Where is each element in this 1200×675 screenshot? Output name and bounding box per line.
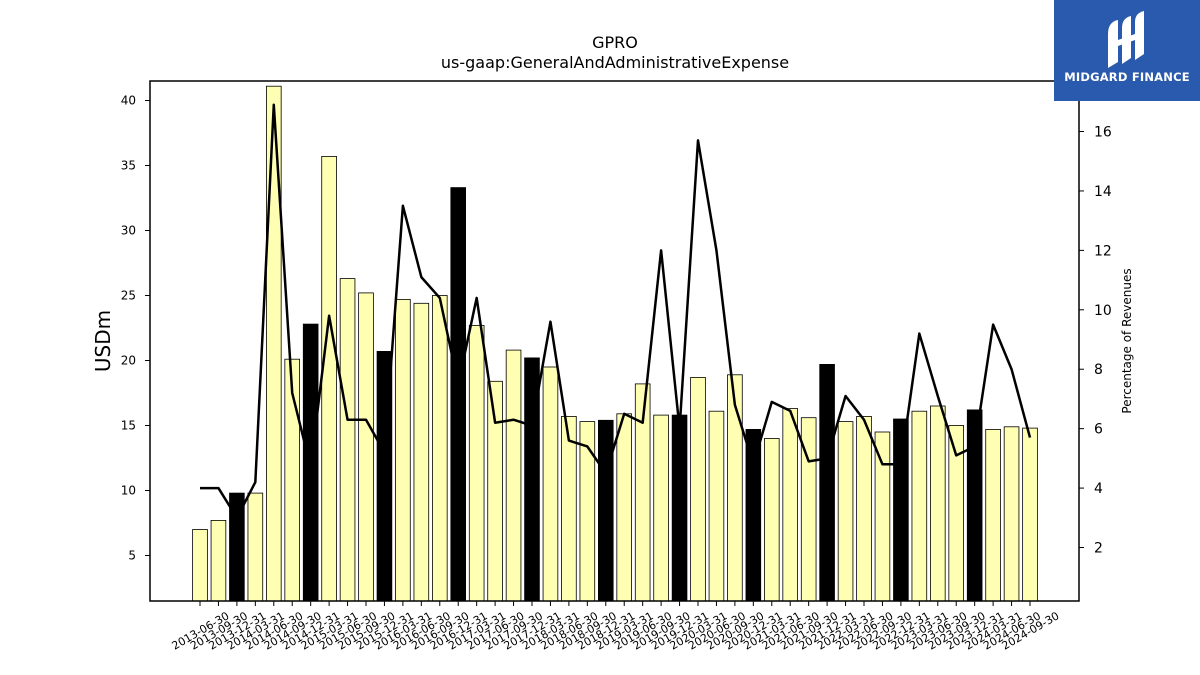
- chart-title: GPRO: [592, 33, 638, 52]
- bar-2014-03-31: [247, 492, 264, 602]
- bar-2018-06-30: [561, 415, 577, 602]
- bar-2023-06-30: [930, 405, 946, 602]
- bar-2020-12-31: [745, 428, 762, 602]
- chart-subtitle: us-gaap:GeneralAndAdministrativeExpense: [441, 53, 789, 72]
- bar-2024-03-31: [985, 428, 1001, 602]
- bar-2021-12-31: [819, 363, 835, 602]
- bar-2024-09-30: [1022, 427, 1038, 602]
- bar-2022-06-30: [856, 415, 872, 602]
- bar-2016-06-30: [413, 302, 430, 602]
- bar-2014-06-30: [265, 85, 282, 602]
- percentage-line: [200, 103, 1032, 520]
- y-axis-left: 5 10 15 20 25 30 35 40: [121, 94, 150, 563]
- bar-2013-06-30: [192, 529, 208, 602]
- bar-series: [192, 85, 1038, 602]
- bar-2015-03-31: [321, 155, 337, 602]
- y-left-tick-label: 5: [128, 549, 136, 563]
- y-right-tick-label: 14: [1094, 184, 1112, 200]
- y-right-tick-label: 16: [1094, 125, 1112, 141]
- y-left-tick-label: 30: [121, 224, 136, 238]
- bar-2015-06-30: [339, 278, 356, 602]
- bar-2022-09-30: [874, 431, 891, 602]
- midgard-finance-logo: MIDGARD FINANCE: [1054, 0, 1200, 101]
- y-axis-right-label: Percentage of Revenues: [1120, 268, 1134, 413]
- y-right-tick-label: 8: [1094, 362, 1103, 378]
- y-left-tick-label: 15: [121, 419, 136, 433]
- bar-2020-06-30: [708, 410, 725, 602]
- y-left-tick-label: 35: [121, 159, 136, 173]
- bar-2023-03-31: [911, 410, 928, 602]
- bar-2020-03-31: [690, 376, 706, 602]
- bar-2016-12-31: [450, 187, 466, 602]
- y-right-tick-label: 10: [1094, 303, 1112, 319]
- percentage-line-series: [200, 103, 1032, 520]
- bar-2013-09-30: [210, 520, 227, 602]
- bar-2021-06-30: [782, 408, 799, 602]
- bar-2019-09-30: [653, 414, 669, 602]
- x-axis: 2013-06-302013-09-302013-12-312014-03-31…: [170, 601, 1062, 653]
- plot-frame: [149, 80, 1080, 602]
- y-right-tick-label: 12: [1094, 243, 1112, 259]
- y-right-tick-label: 6: [1094, 422, 1103, 438]
- y-left-tick-label: 25: [121, 289, 136, 303]
- y-right-tick-label: 4: [1094, 481, 1103, 497]
- y-left-tick-label: 10: [121, 484, 136, 498]
- bar-2015-09-30: [358, 292, 374, 602]
- bar-2017-09-30: [505, 349, 522, 602]
- y-axis-right: 2 4 6 8 10 12 14 16: [1079, 125, 1112, 557]
- bar-2019-03-31: [616, 413, 633, 602]
- y-left-tick-label: 20: [121, 354, 136, 368]
- midgard-logo-icon: [1108, 11, 1144, 68]
- bar-2021-03-31: [764, 438, 780, 602]
- bar-2018-03-31: [542, 366, 559, 602]
- bar-2022-12-31: [893, 418, 909, 602]
- bar-2019-12-31: [671, 414, 688, 602]
- y-axis-left-label: USDm: [91, 310, 115, 372]
- bar-2017-03-31: [468, 324, 485, 602]
- y-left-tick-label: 40: [121, 94, 136, 108]
- bar-2022-03-31: [837, 421, 854, 602]
- bar-2024-06-30: [1003, 426, 1020, 602]
- bar-2016-09-30: [431, 295, 448, 602]
- logo-text: MIDGARD FINANCE: [1064, 70, 1190, 84]
- bar-2018-12-31: [598, 419, 614, 602]
- y-right-tick-label: 2: [1094, 541, 1103, 557]
- bar-2016-03-31: [395, 298, 411, 602]
